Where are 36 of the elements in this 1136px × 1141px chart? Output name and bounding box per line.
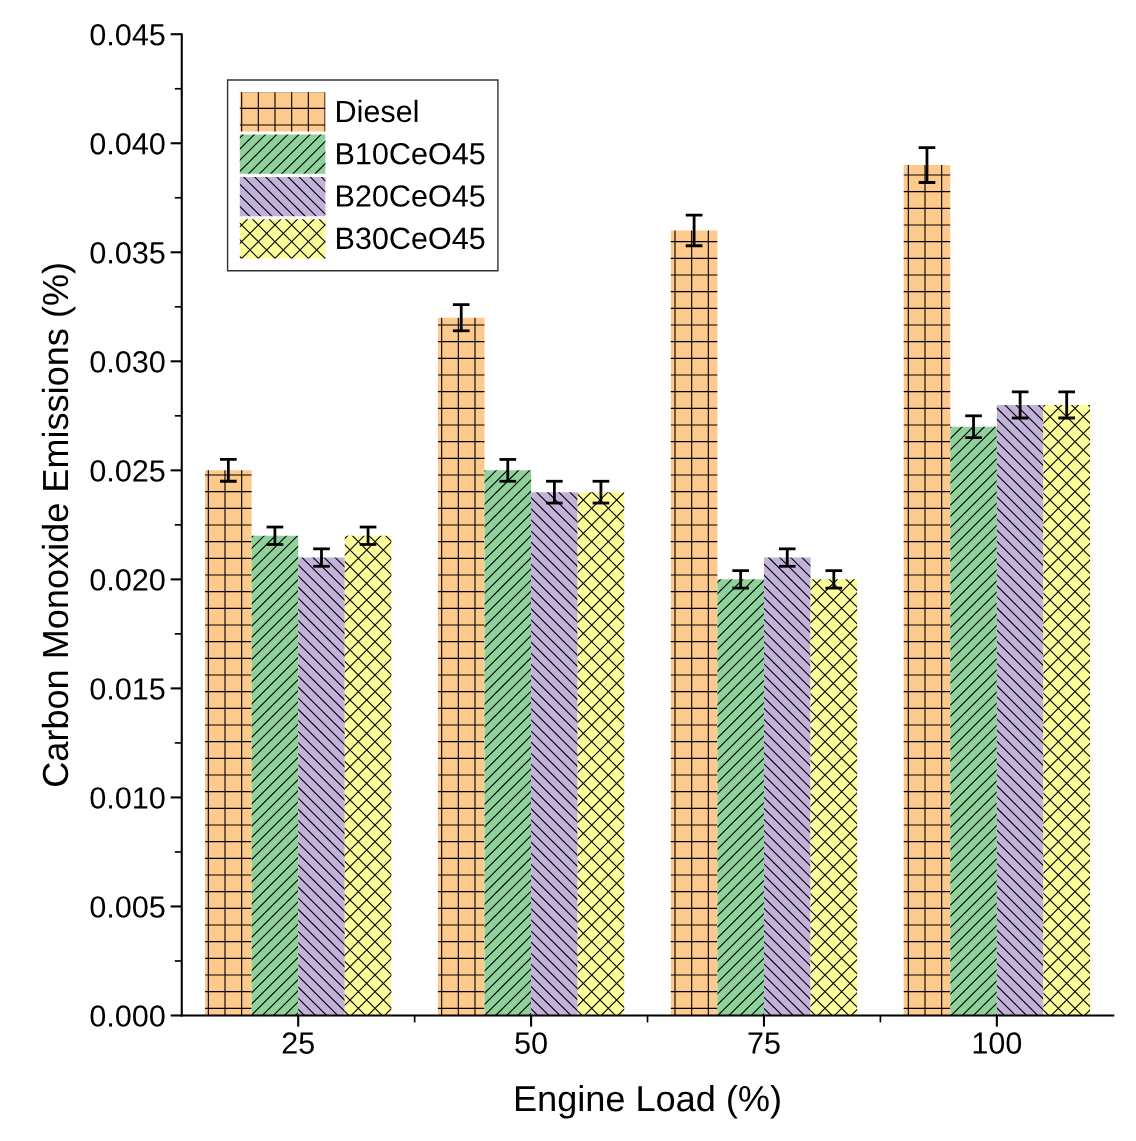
bar xyxy=(763,557,811,1016)
x-tick-label: 50 xyxy=(515,1032,547,1054)
x-tick-label: 100 xyxy=(973,1032,1022,1054)
legend-label: B30CeO45 xyxy=(337,227,485,250)
bar xyxy=(531,492,578,1016)
y-tick-label: 0.020 xyxy=(90,569,165,591)
bar xyxy=(484,470,532,1016)
legend-label: B20CeO45 xyxy=(337,185,485,207)
bar xyxy=(298,557,345,1016)
x-axis-title: Engine Load (%) xyxy=(515,1084,780,1119)
y-tick-label: 0.005 xyxy=(90,896,165,918)
y-tick-label: 0.035 xyxy=(90,242,165,264)
bar xyxy=(251,535,299,1016)
bar xyxy=(717,579,764,1016)
legend-label: B10CeO45 xyxy=(337,142,485,165)
y-tick-label: 0.015 xyxy=(90,678,165,700)
y-tick-label: 0.030 xyxy=(90,351,165,373)
bar xyxy=(670,230,718,1016)
bar xyxy=(437,317,485,1016)
y-axis-title: Carbon Monoxide Emissions (%) xyxy=(41,264,76,786)
y-tick-label: 0.000 xyxy=(90,1005,165,1027)
x-tick-label: 25 xyxy=(282,1032,314,1054)
y-tick-label: 0.045 xyxy=(90,23,165,46)
x-tick-label: 75 xyxy=(748,1032,780,1054)
bar xyxy=(344,535,392,1016)
bar xyxy=(1043,404,1090,1016)
bar xyxy=(810,579,858,1016)
bar xyxy=(903,165,951,1016)
y-tick-label: 0.040 xyxy=(90,132,165,155)
y-tick-label: 0.010 xyxy=(90,787,165,809)
bar xyxy=(950,426,997,1016)
y-tick-label: 0.025 xyxy=(90,460,165,482)
bar xyxy=(996,404,1044,1016)
bar xyxy=(205,470,252,1016)
bar xyxy=(577,492,625,1016)
legend-label: Diesel xyxy=(337,99,418,123)
